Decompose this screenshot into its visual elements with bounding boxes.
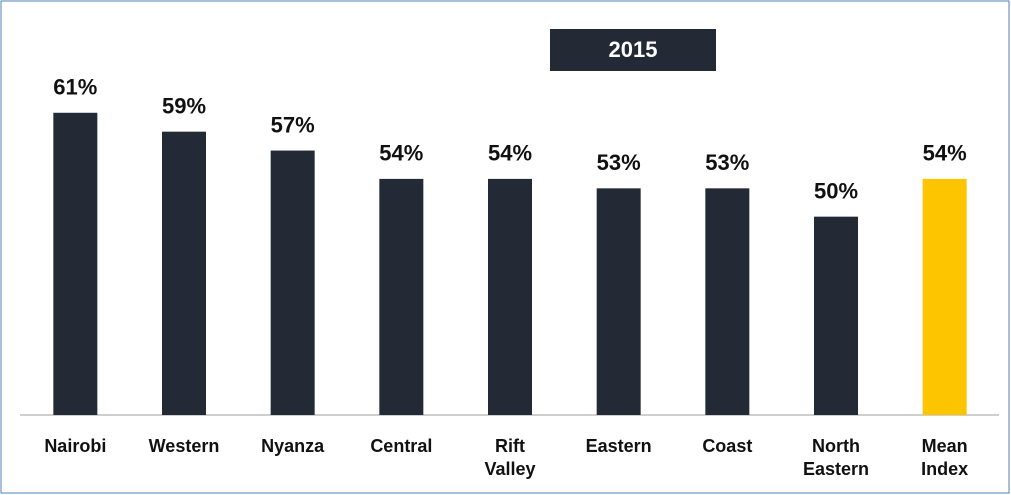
x-tick-label: Mean Index [921,436,969,479]
x-tick-label: Nyanza [261,436,325,456]
title-box [550,29,716,71]
bar [53,112,98,416]
value-label: 54% [488,141,532,166]
x-tick-label: Coast [702,436,753,456]
bar [814,216,858,415]
value-label: 50% [814,178,858,203]
value-label: 57% [271,112,315,137]
x-tick-label: Rift Valley [484,436,536,479]
value-label: 53% [597,150,641,175]
bar [379,178,424,415]
value-label: 54% [379,141,423,166]
bar [596,188,641,415]
x-tick-label: Nairobi [44,436,107,456]
value-label: 54% [923,141,967,166]
x-tick-label: Eastern [585,436,652,456]
x-tick-label: North Eastern [802,436,870,479]
bar [705,188,750,415]
value-label: 59% [162,93,206,118]
value-label: 53% [705,150,749,175]
bar [270,150,315,416]
x-tick-label: Central [370,436,433,456]
bar [488,178,532,415]
bar [922,178,967,415]
x-tick-label: Western [148,436,220,456]
value-label: 61% [53,75,97,100]
bar [162,131,206,415]
chart-title: 2015 [609,37,658,62]
